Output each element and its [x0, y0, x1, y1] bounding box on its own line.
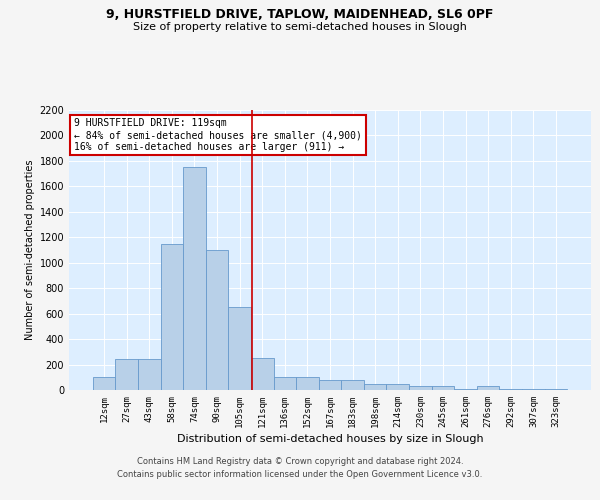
Bar — [93, 378, 115, 390]
Bar — [115, 360, 138, 390]
Bar — [477, 386, 499, 390]
Bar — [296, 378, 319, 390]
Bar — [274, 378, 296, 390]
Bar — [161, 244, 183, 390]
X-axis label: Distribution of semi-detached houses by size in Slough: Distribution of semi-detached houses by … — [176, 434, 484, 444]
Bar — [251, 358, 274, 390]
Bar — [319, 380, 341, 390]
Bar — [341, 380, 364, 390]
Bar — [364, 384, 386, 390]
Bar — [206, 250, 229, 390]
Text: Contains HM Land Registry data © Crown copyright and database right 2024.: Contains HM Land Registry data © Crown c… — [137, 458, 463, 466]
Bar — [386, 384, 409, 390]
Text: Size of property relative to semi-detached houses in Slough: Size of property relative to semi-detach… — [133, 22, 467, 32]
Text: 9 HURSTFIELD DRIVE: 119sqm
← 84% of semi-detached houses are smaller (4,900)
16%: 9 HURSTFIELD DRIVE: 119sqm ← 84% of semi… — [74, 118, 362, 152]
Text: Contains public sector information licensed under the Open Government Licence v3: Contains public sector information licen… — [118, 470, 482, 479]
Bar — [229, 308, 251, 390]
Bar — [138, 360, 161, 390]
Y-axis label: Number of semi-detached properties: Number of semi-detached properties — [25, 160, 35, 340]
Text: 9, HURSTFIELD DRIVE, TAPLOW, MAIDENHEAD, SL6 0PF: 9, HURSTFIELD DRIVE, TAPLOW, MAIDENHEAD,… — [106, 8, 494, 20]
Bar — [431, 386, 454, 390]
Bar — [183, 168, 206, 390]
Bar — [409, 386, 431, 390]
